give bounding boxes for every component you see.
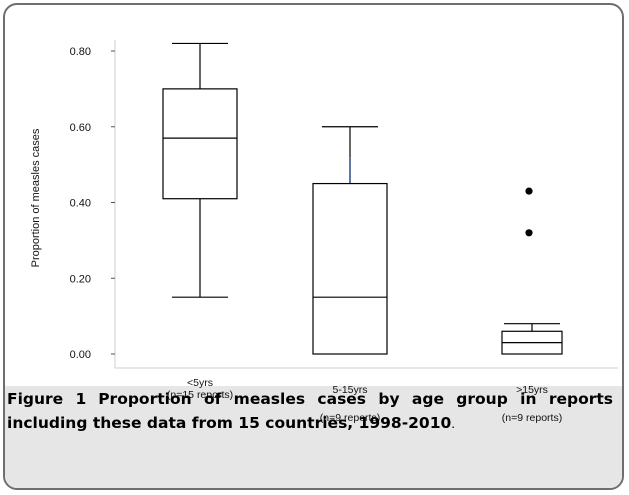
y-tick-label: 0.20	[70, 273, 91, 285]
figure-caption-period: .	[451, 417, 456, 431]
figure-caption-text: Proportion of measles cases by age group…	[7, 390, 613, 432]
x-category-sublabel: (n=15 reports)	[167, 389, 233, 401]
y-tick-label: 0.60	[70, 122, 91, 134]
x-category-label: <5yrs	[187, 377, 213, 389]
figure-card	[3, 3, 624, 490]
y-tick-label: 0.00	[70, 349, 91, 361]
x-category-label: >15yrs	[516, 384, 548, 396]
y-tick-label: 0.40	[70, 198, 91, 210]
figure-caption-label: Figure 1	[7, 390, 87, 408]
outlier-point	[525, 187, 533, 195]
chart-axes: 0.00 0.20 0.40 0.60 0.80 <5yrs(n=15 reports) 5…	[70, 40, 618, 424]
box-iqr	[162, 88, 238, 200]
x-category-sublabel: (n=9 reports)	[320, 412, 380, 424]
chart-boxes	[162, 42, 563, 355]
figure-caption: Figure 1 Proportion of measles cases by …	[7, 387, 613, 436]
y-axis-label: Proportion of measles cases	[30, 128, 42, 267]
box-iqr	[312, 182, 388, 355]
outlier-point	[525, 229, 533, 237]
y-tick-label: 0.80	[70, 46, 91, 58]
caption-band	[5, 386, 622, 488]
x-category-sublabel: (n=9 reports)	[502, 412, 562, 424]
x-category-label: 5-15yrs	[332, 384, 367, 396]
